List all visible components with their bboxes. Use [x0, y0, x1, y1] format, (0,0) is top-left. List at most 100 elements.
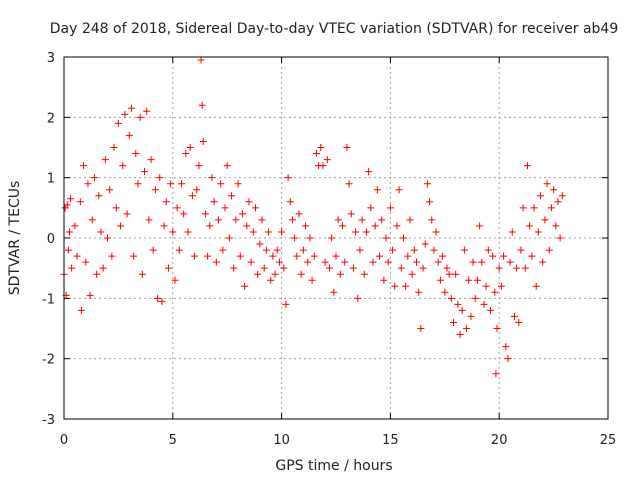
- data-point-marker: [399, 234, 407, 242]
- data-point-marker: [151, 186, 159, 194]
- data-point-marker: [513, 264, 521, 272]
- data-point-marker: [469, 258, 477, 266]
- data-point-marker: [138, 270, 146, 278]
- data-point-marker: [492, 370, 500, 378]
- data-point-marker: [489, 252, 497, 260]
- data-point-marker: [523, 162, 531, 170]
- data-point-marker: [64, 246, 72, 254]
- data-point-marker: [162, 198, 170, 206]
- data-point-marker: [539, 258, 547, 266]
- data-point-marker: [67, 195, 75, 203]
- data-point-marker: [221, 204, 229, 212]
- data-point-marker: [500, 252, 508, 260]
- data-point-marker: [217, 180, 225, 188]
- data-point-marker: [345, 180, 353, 188]
- data-point-marker: [397, 264, 405, 272]
- data-point-marker: [88, 216, 96, 224]
- data-point-marker: [362, 228, 370, 236]
- data-point-marker: [121, 110, 129, 118]
- data-point-marker: [373, 186, 381, 194]
- data-point-marker: [184, 228, 192, 236]
- data-point-marker: [515, 318, 523, 326]
- y-axis-label: SDTVAR / TECUs: [7, 181, 23, 296]
- data-point-marker: [554, 198, 562, 206]
- data-point-marker: [410, 246, 418, 254]
- data-point-marker: [406, 216, 414, 224]
- data-point-marker: [293, 252, 301, 260]
- data-point-marker: [463, 325, 471, 332]
- data-point-marker: [408, 270, 416, 278]
- data-point-marker: [260, 264, 268, 272]
- y-tick-label: 1: [47, 172, 55, 187]
- data-point-marker: [545, 246, 553, 254]
- data-point-marker: [473, 276, 481, 284]
- data-point-marker: [530, 204, 538, 212]
- data-point-marker: [156, 174, 164, 182]
- data-point-marker: [386, 204, 394, 212]
- data-point-marker: [154, 294, 162, 302]
- data-point-marker: [225, 234, 233, 242]
- data-point-marker: [358, 216, 366, 224]
- data-point-marker: [302, 222, 310, 230]
- data-point-marker: [550, 186, 558, 194]
- data-point-marker: [460, 246, 468, 254]
- data-point-marker: [423, 180, 431, 188]
- data-point-marker: [402, 282, 410, 290]
- data-point-marker: [125, 131, 133, 139]
- data-point-marker: [343, 144, 351, 151]
- data-point-marker: [158, 297, 166, 305]
- data-point-marker: [180, 210, 188, 218]
- data-point-marker: [482, 282, 490, 290]
- data-point-marker: [273, 246, 281, 254]
- data-point-marker: [528, 252, 536, 260]
- data-point-marker: [439, 252, 447, 260]
- data-point-marker: [147, 156, 155, 164]
- data-point-marker: [214, 216, 222, 224]
- data-point-marker: [278, 228, 286, 236]
- data-point-marker: [336, 270, 344, 278]
- data-point-marker: [175, 246, 183, 254]
- data-point-marker: [171, 276, 179, 284]
- data-point-marker: [434, 258, 442, 266]
- data-point-marker: [299, 246, 307, 254]
- data-point-marker: [169, 228, 177, 236]
- data-point-marker: [532, 282, 540, 290]
- data-point-marker: [249, 228, 257, 236]
- data-point-marker: [508, 228, 516, 236]
- data-point-marker: [328, 234, 336, 242]
- data-point-marker: [486, 306, 494, 314]
- data-point-marker: [247, 258, 255, 266]
- data-point-marker: [458, 306, 466, 314]
- data-point-marker: [454, 300, 462, 308]
- data-point-marker: [256, 240, 264, 248]
- data-point-marker: [432, 228, 440, 236]
- data-point-marker: [262, 246, 270, 254]
- data-point-marker: [97, 228, 105, 236]
- data-point-marker: [241, 282, 249, 290]
- data-point-marker: [206, 222, 214, 230]
- data-point-marker: [347, 210, 355, 218]
- data-point-marker: [282, 300, 290, 308]
- data-point-marker: [63, 201, 71, 209]
- data-point-marker: [134, 180, 142, 188]
- data-point-marker: [417, 325, 425, 332]
- data-point-marker: [269, 252, 277, 260]
- data-point-marker: [271, 270, 279, 278]
- data-point-marker: [360, 270, 368, 278]
- data-point-marker: [484, 246, 492, 254]
- data-point-marker: [178, 180, 186, 188]
- data-point-marker: [173, 204, 181, 212]
- x-tick-label: 0: [60, 433, 68, 448]
- data-point-marker: [275, 258, 283, 266]
- data-point-marker: [452, 270, 460, 278]
- data-point-marker: [101, 156, 109, 164]
- data-point-marker: [77, 306, 85, 314]
- x-axis-label: GPS time / hours: [275, 458, 392, 474]
- data-point-marker: [319, 162, 327, 170]
- data-point-marker: [95, 192, 103, 200]
- data-point-marker: [84, 180, 92, 188]
- data-point-marker: [123, 210, 131, 218]
- data-point-marker: [136, 113, 144, 121]
- data-point-marker: [365, 168, 373, 176]
- data-point-marker: [304, 258, 312, 266]
